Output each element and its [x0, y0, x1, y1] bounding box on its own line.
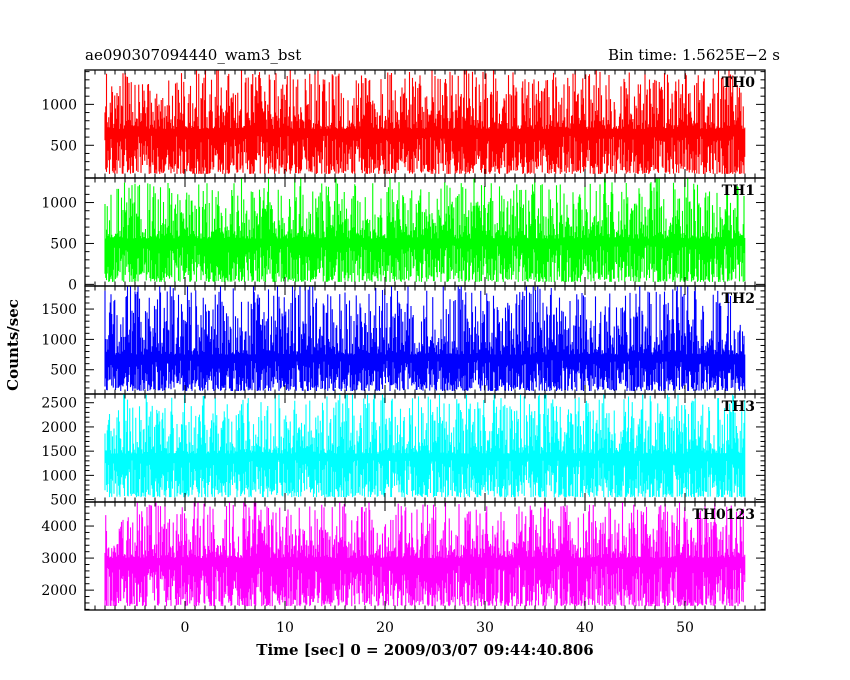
series-th0123: [104, 502, 746, 607]
y-tick-label: 500: [50, 138, 77, 154]
y-tick-label: 4000: [41, 519, 77, 535]
x-tick-label: 10: [276, 620, 294, 636]
panel-th3: 500 1000 1500 2000 2500 TH3: [41, 393, 766, 509]
bin-time-label: Bin time: 1.5625E−2 s: [608, 46, 780, 64]
series-th0: [104, 70, 746, 174]
y-tick-label: 1000: [41, 332, 77, 348]
panel-label: TH0123: [692, 507, 755, 523]
panel-th0123: 2000 3000 4000 TH0123: [41, 501, 766, 611]
panels-group: 500 1000 TH0 0 500 1000 TH1 500 1000 1500 TH2 500 10…: [41, 69, 766, 611]
y-tick-label: 1500: [41, 302, 77, 318]
series-th3: [104, 394, 746, 498]
y-tick-label: 1000: [41, 468, 77, 484]
x-tick-label: 30: [476, 620, 494, 636]
y-tick-label: 500: [50, 236, 77, 252]
y-tick-label: 500: [50, 363, 77, 379]
panel-label: TH1: [722, 183, 755, 199]
series-th2: [104, 286, 746, 391]
y-tick-label: 1500: [41, 444, 77, 460]
x-tick-label: 50: [676, 620, 694, 636]
y-tick-label: 2000: [41, 583, 77, 599]
series-th1: [104, 178, 746, 282]
chart-title: ae090307094440_wam3_bst: [85, 46, 301, 64]
panel-th1: 0 500 1000 TH1: [41, 177, 766, 293]
y-tick-label: 500: [50, 493, 77, 509]
x-tick-label: 20: [376, 620, 394, 636]
y-tick-label: 0: [68, 277, 77, 293]
x-tick-label: 0: [181, 620, 190, 636]
y-tick-label: 1000: [41, 97, 77, 113]
panel-th2: 500 1000 1500 TH2: [41, 285, 766, 395]
y-tick-label: 1000: [41, 196, 77, 212]
panel-label: TH2: [722, 291, 755, 307]
y-tick-label: 3000: [41, 551, 77, 567]
x-tick-label: 40: [576, 620, 594, 636]
panel-th0: 500 1000 TH0: [41, 69, 766, 179]
y-tick-label: 2000: [41, 420, 77, 436]
y-tick-label: 2500: [41, 396, 77, 412]
x-axis-title: Time [sec] 0 = 2009/03/07 09:44:40.806: [256, 641, 593, 659]
panel-label: TH0: [722, 75, 756, 91]
y-axis-title: Counts/sec: [4, 299, 22, 391]
x-tick-labels: 0 10 20 30 40 50: [181, 620, 694, 636]
panel-label: TH3: [722, 399, 755, 415]
